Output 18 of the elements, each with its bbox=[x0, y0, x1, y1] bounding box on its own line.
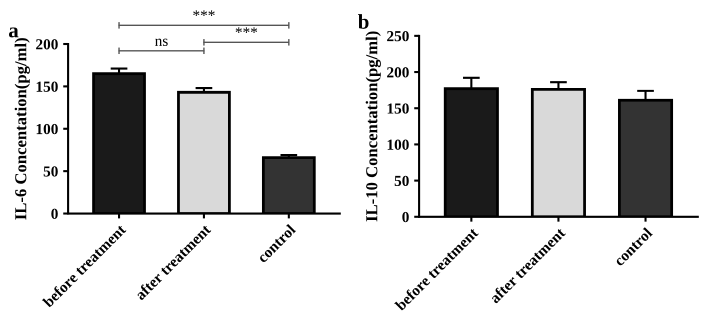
y-tick-label: 0 bbox=[51, 208, 58, 219]
text: *** bbox=[193, 10, 215, 16]
y-tick-label: 250 bbox=[387, 31, 409, 42]
y-tick-label: 50 bbox=[394, 176, 409, 186]
y-tick-label: 150 bbox=[36, 82, 58, 92]
y-tick-label: 200 bbox=[387, 67, 409, 78]
y-tick-label: 100 bbox=[36, 124, 58, 134]
y-tick-label: 150 bbox=[388, 103, 409, 114]
chart-title: a bbox=[8, 27, 18, 38]
y-tick-label: 0 bbox=[402, 212, 409, 222]
text: *** bbox=[236, 27, 258, 33]
chart-title: b bbox=[358, 14, 369, 29]
y-tick-label: 100 bbox=[388, 140, 409, 150]
annotation: ns bbox=[155, 38, 168, 46]
y-tick-label: 50 bbox=[44, 166, 58, 177]
y-axis-title: IL-10 Concentation(pg/ml) bbox=[366, 31, 381, 222]
y-tick-label: 200 bbox=[36, 39, 58, 50]
y-axis-title: IL-6 Concentation(pg/ml) bbox=[14, 38, 30, 220]
